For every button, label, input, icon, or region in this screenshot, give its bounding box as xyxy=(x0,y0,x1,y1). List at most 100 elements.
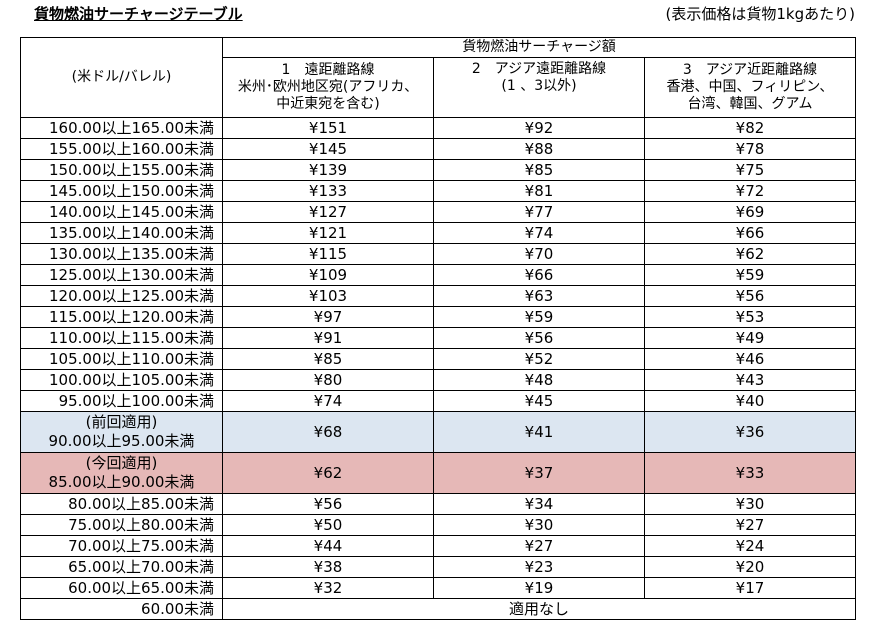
range-cell: 65.00以上70.00未満 xyxy=(20,556,223,578)
col1-value: ¥109 xyxy=(222,264,434,286)
col1-header-line: 中近東宛を含む) xyxy=(276,96,380,112)
range-cell: 105.00以上110.00未満 xyxy=(20,348,223,370)
col3-value: ¥33 xyxy=(644,452,856,494)
table-row: 65.00以上70.00未満 ¥38 ¥23 ¥20 xyxy=(20,556,856,578)
col3-value: ¥62 xyxy=(644,243,856,265)
col1-value: ¥121 xyxy=(222,222,434,244)
range-cell: 115.00以上120.00未満 xyxy=(20,306,223,328)
range-cell: (今回適用) 85.00以上90.00未満 xyxy=(20,452,223,494)
col3-header-line: 台湾、韓国、グアム xyxy=(687,96,813,112)
col1-value: ¥145 xyxy=(222,138,434,160)
range-cell: 135.00以上140.00未満 xyxy=(20,222,223,244)
table-row: 145.00以上150.00未満 ¥133 ¥81 ¥72 xyxy=(20,180,856,202)
surcharge-table: (米ドル/バレル) 貨物燃油サーチャージ額 1 遠距離路線 米州･欧州地区宛(ア… xyxy=(20,37,856,620)
table-row: 160.00以上165.00未満 ¥151 ¥92 ¥82 xyxy=(20,117,856,139)
range-cell: 125.00以上130.00未満 xyxy=(20,264,223,286)
col3-value: ¥66 xyxy=(644,222,856,244)
range-cell: 60.00以上65.00未満 xyxy=(20,577,223,599)
col1-value: ¥127 xyxy=(222,201,434,223)
price-note: (表示価格は貨物1kgあたり) xyxy=(665,5,855,23)
table-row: 155.00以上160.00未満 ¥145 ¥88 ¥78 xyxy=(20,138,856,160)
col2-value: ¥37 xyxy=(433,452,645,494)
col1-value: ¥103 xyxy=(222,285,434,307)
table-row: 105.00以上110.00未満 ¥85 ¥52 ¥46 xyxy=(20,348,856,370)
range-cell: (前回適用) 90.00以上95.00未満 xyxy=(20,411,223,453)
range-cell: 75.00以上80.00未満 xyxy=(20,514,223,536)
col1-header: 1 遠距離路線 米州･欧州地区宛(アフリカ、 中近東宛を含む) xyxy=(222,57,434,118)
col2-value: ¥23 xyxy=(433,556,645,578)
col3-value: ¥69 xyxy=(644,201,856,223)
table-row: 95.00以上100.00未満 ¥74 ¥45 ¥40 xyxy=(20,390,856,412)
table-row: 130.00以上135.00未満 ¥115 ¥70 ¥62 xyxy=(20,243,856,265)
range-label: 90.00以上95.00未満 xyxy=(48,432,195,450)
col2-value: ¥27 xyxy=(433,535,645,557)
col2-value: ¥66 xyxy=(433,264,645,286)
col3-value: ¥72 xyxy=(644,180,856,202)
col1-value: ¥97 xyxy=(222,306,434,328)
col1-header-line: 米州･欧州地区宛(アフリカ、 xyxy=(237,79,419,95)
previous-applied-row: (前回適用) 90.00以上95.00未満 ¥68 ¥41 ¥36 xyxy=(20,411,856,453)
col3-value: ¥53 xyxy=(644,306,856,328)
col2-value: ¥63 xyxy=(433,285,645,307)
col1-value: ¥74 xyxy=(222,390,434,412)
table-row: 120.00以上125.00未満 ¥103 ¥63 ¥56 xyxy=(20,285,856,307)
table-row: 135.00以上140.00未満 ¥121 ¥74 ¥66 xyxy=(20,222,856,244)
col3-value: ¥17 xyxy=(644,577,856,599)
col3-value: ¥20 xyxy=(644,556,856,578)
range-cell: 150.00以上155.00未満 xyxy=(20,159,223,181)
col1-value: ¥139 xyxy=(222,159,434,181)
col3-value: ¥36 xyxy=(644,411,856,453)
table-row: 75.00以上80.00未満 ¥50 ¥30 ¥27 xyxy=(20,514,856,536)
range-cell: 140.00以上145.00未満 xyxy=(20,201,223,223)
col3-value: ¥49 xyxy=(644,327,856,349)
range-cell: 120.00以上125.00未満 xyxy=(20,285,223,307)
col1-value: ¥68 xyxy=(222,411,434,453)
col3-value: ¥43 xyxy=(644,369,856,391)
range-cell: 130.00以上135.00未満 xyxy=(20,243,223,265)
not-applicable-cell: 適用なし xyxy=(222,598,856,620)
table-row: 140.00以上145.00未満 ¥127 ¥77 ¥69 xyxy=(20,201,856,223)
table-row: 115.00以上120.00未満 ¥97 ¥59 ¥53 xyxy=(20,306,856,328)
range-cell: 100.00以上105.00未満 xyxy=(20,369,223,391)
col3-value: ¥75 xyxy=(644,159,856,181)
col3-header-line: 3 アジア近距離路線 xyxy=(682,62,818,78)
range-cell: 110.00以上115.00未満 xyxy=(20,327,223,349)
col1-value: ¥80 xyxy=(222,369,434,391)
col3-header: 3 アジア近距離路線 香港、中国、フィリピン、 台湾、韓国、グアム xyxy=(644,57,856,118)
col2-value: ¥77 xyxy=(433,201,645,223)
table-row: 60.00以上65.00未満 ¥32 ¥19 ¥17 xyxy=(20,577,856,599)
range-cell: 95.00以上100.00未満 xyxy=(20,390,223,412)
surcharge-group-header: 貨物燃油サーチャージ額 xyxy=(222,37,856,58)
col2-value: ¥85 xyxy=(433,159,645,181)
applied-tag: (前回適用) xyxy=(85,413,158,431)
col2-value: ¥92 xyxy=(433,117,645,139)
col1-header-line: 1 遠距離路線 xyxy=(281,62,375,78)
col2-value: ¥52 xyxy=(433,348,645,370)
col2-value: ¥34 xyxy=(433,493,645,515)
col2-header-line: (1 、3以外) xyxy=(501,78,577,94)
table-row: 150.00以上155.00未満 ¥139 ¥85 ¥75 xyxy=(20,159,856,181)
range-cell: 60.00未満 xyxy=(20,598,223,620)
table-row: 60.00未満 適用なし xyxy=(20,598,856,620)
applied-tag: (今回適用) xyxy=(85,454,158,472)
col1-value: ¥62 xyxy=(222,452,434,494)
col2-value: ¥48 xyxy=(433,369,645,391)
col1-value: ¥115 xyxy=(222,243,434,265)
col1-value: ¥85 xyxy=(222,348,434,370)
col2-header: 2 アジア遠距離路線 (1 、3以外) xyxy=(433,57,645,118)
col2-value: ¥88 xyxy=(433,138,645,160)
col1-value: ¥38 xyxy=(222,556,434,578)
col2-value: ¥45 xyxy=(433,390,645,412)
col2-value: ¥59 xyxy=(433,306,645,328)
col3-value: ¥82 xyxy=(644,117,856,139)
col1-value: ¥44 xyxy=(222,535,434,557)
col3-value: ¥27 xyxy=(644,514,856,536)
col2-value: ¥19 xyxy=(433,577,645,599)
range-cell: 160.00以上165.00未満 xyxy=(20,117,223,139)
table-row: 125.00以上130.00未満 ¥109 ¥66 ¥59 xyxy=(20,264,856,286)
range-cell: 145.00以上150.00未満 xyxy=(20,180,223,202)
range-cell: 80.00以上85.00未満 xyxy=(20,493,223,515)
col1-value: ¥151 xyxy=(222,117,434,139)
col3-value: ¥78 xyxy=(644,138,856,160)
col2-value: ¥81 xyxy=(433,180,645,202)
